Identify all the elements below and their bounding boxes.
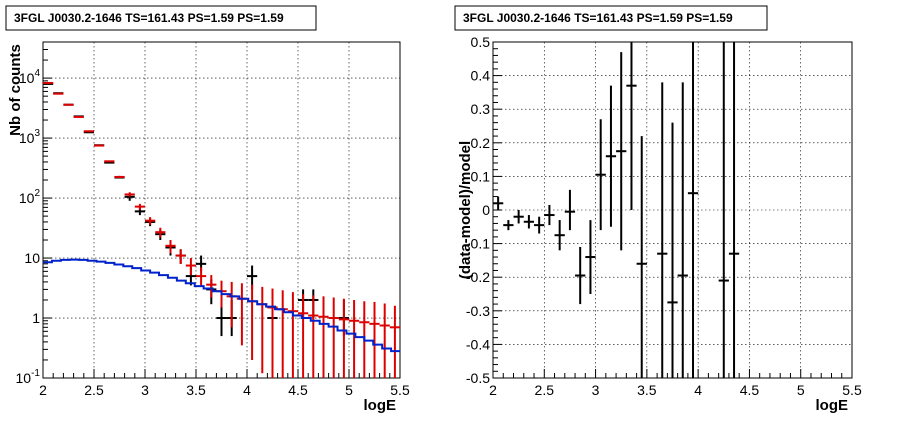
x-tick-label: 3.5 xyxy=(637,382,657,398)
data-point xyxy=(175,249,186,264)
x-tick-label: 4 xyxy=(694,382,702,398)
chart-panel-2: 3FGL J0030.2-1646 TS=161.43 PS=1.59 PS=1… xyxy=(454,5,862,414)
data-point xyxy=(534,216,545,234)
y-tick-label: 10 xyxy=(24,250,40,266)
data-point xyxy=(389,305,400,378)
data-point xyxy=(318,296,329,378)
data-point xyxy=(687,42,699,378)
y-tick-label: 102 xyxy=(19,188,41,206)
data-point xyxy=(277,290,288,378)
data-point xyxy=(196,267,207,286)
data-point xyxy=(677,82,688,378)
x-tick-label: 5 xyxy=(345,382,353,398)
x-axis-label: logE xyxy=(364,397,397,414)
model-step-line xyxy=(43,258,400,353)
data-point xyxy=(185,258,196,276)
y-tick-label: 0 xyxy=(482,202,490,218)
x-tick-label: 5.5 xyxy=(842,382,862,398)
x-tick-label: 4.5 xyxy=(288,382,308,398)
data-point xyxy=(206,275,217,298)
data-point xyxy=(605,85,617,227)
x-tick-label: 4.5 xyxy=(740,382,760,398)
x-tick-label: 5 xyxy=(797,382,805,398)
y-tick-label: -0.5 xyxy=(466,370,490,386)
data-point xyxy=(595,119,606,231)
data-point xyxy=(328,297,339,378)
x-tick-label: 5.5 xyxy=(390,382,410,398)
y-axis-label: (data-model)/model xyxy=(457,141,474,279)
data-point xyxy=(236,283,247,346)
title-box xyxy=(5,5,317,31)
y-tick-label: 0.3 xyxy=(471,101,491,117)
x-tick-label: 2 xyxy=(39,382,47,398)
x-axis-label: logE xyxy=(816,397,849,414)
x-tick-label: 2 xyxy=(489,382,497,398)
data-point xyxy=(718,42,729,378)
y-tick-label: 10-1 xyxy=(16,368,41,386)
chart-panel-1: 3FGL J0030.2-1646 TS=161.43 PS=1.59 PS=1… xyxy=(5,5,410,414)
data-point xyxy=(114,175,125,179)
data-point xyxy=(338,298,349,378)
data-point xyxy=(585,220,596,294)
data-point xyxy=(379,303,390,378)
data-point xyxy=(308,295,319,378)
data-point xyxy=(226,281,237,328)
data-point xyxy=(155,227,166,238)
data-point xyxy=(513,210,524,224)
y-tick-label: 0.2 xyxy=(471,135,491,151)
data-point xyxy=(493,196,504,210)
data-point xyxy=(667,122,678,378)
data-point xyxy=(257,286,268,374)
data-point xyxy=(165,239,176,254)
x-tick-label: 4 xyxy=(243,382,251,398)
y-axis-label: Nb of counts xyxy=(7,44,24,136)
chart-title: 3FGL J0030.2-1646 TS=161.43 PS=1.59 PS=1… xyxy=(14,11,284,25)
data-point xyxy=(134,203,145,210)
series-3 xyxy=(43,258,400,353)
x-tick-label: 3 xyxy=(141,382,149,398)
data-point xyxy=(575,246,586,305)
y-tick-label: 0.1 xyxy=(471,168,491,184)
data-point xyxy=(503,220,514,231)
data-point xyxy=(523,215,535,229)
data-point xyxy=(728,42,740,378)
x-tick-label: 2.5 xyxy=(84,382,104,398)
y-tick-label: -0.2 xyxy=(466,269,490,285)
data-point xyxy=(564,189,576,231)
y-tick-label: 0.4 xyxy=(471,68,491,84)
plot-frame xyxy=(42,41,401,379)
y-tick-label: 0.5 xyxy=(471,34,491,50)
x-tick-label: 3 xyxy=(592,382,600,398)
title-box xyxy=(454,5,768,31)
data-point xyxy=(287,292,298,378)
data-point xyxy=(247,284,258,360)
data-point xyxy=(616,52,627,251)
data-point xyxy=(626,42,637,210)
y-tick-label: -0.3 xyxy=(466,303,490,319)
data-point xyxy=(145,217,156,225)
x-tick-label: 3.5 xyxy=(186,382,206,398)
y-tick-label: 1 xyxy=(32,310,40,326)
data-point xyxy=(298,294,309,378)
data-point xyxy=(554,220,565,251)
y-tick-label: -0.1 xyxy=(466,236,490,252)
y-tick-label: -0.4 xyxy=(466,336,490,352)
data-point xyxy=(124,192,135,197)
x-tick-label: 2.5 xyxy=(535,382,555,398)
data-point xyxy=(657,82,668,378)
data-point xyxy=(369,301,380,378)
data-point xyxy=(636,136,647,378)
series-1 xyxy=(493,42,740,378)
chart-title: 3FGL J0030.2-1646 TS=161.43 PS=1.59 PS=1… xyxy=(463,11,733,25)
data-point xyxy=(349,299,360,378)
data-point xyxy=(544,204,555,226)
data-point xyxy=(267,288,278,378)
